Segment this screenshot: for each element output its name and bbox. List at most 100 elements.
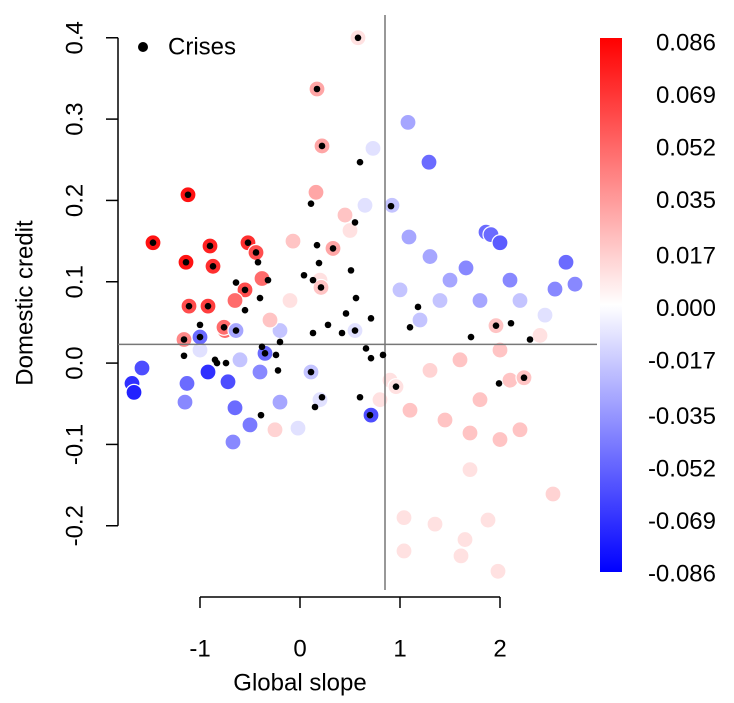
- crisis-point: [206, 242, 214, 250]
- point: [421, 361, 439, 380]
- point: [219, 373, 237, 391]
- crisis-point: [318, 142, 326, 150]
- crisis-point: [232, 327, 240, 334]
- point: [452, 547, 470, 565]
- colorbar-tick-label: 0.000: [656, 295, 716, 322]
- crisis-point: [307, 200, 315, 207]
- point: [336, 206, 354, 224]
- point: [471, 391, 489, 409]
- colorbar-tick-label: -0.035: [648, 403, 716, 430]
- crisis-point: [317, 284, 325, 291]
- crisis-point: [264, 276, 272, 284]
- point: [266, 421, 284, 439]
- colorbar-tick-label: 0.069: [656, 82, 716, 109]
- crisis-point: [356, 158, 364, 166]
- crisis-point: [272, 351, 280, 359]
- point: [501, 271, 519, 289]
- y-tick-label: 0.2: [61, 184, 88, 217]
- point: [395, 542, 413, 560]
- colorbar-tick-label: -0.086: [648, 560, 716, 587]
- point: [511, 291, 529, 310]
- point: [399, 113, 417, 131]
- colorbar-tick-label: 0.035: [656, 187, 716, 214]
- x-axis-label: Global slope: [233, 669, 366, 696]
- point: [566, 275, 584, 293]
- y-tick-label: -0.2: [61, 505, 88, 546]
- crisis-point: [495, 380, 503, 387]
- point: [491, 341, 509, 359]
- crisis-point: [414, 303, 422, 311]
- crisis-point: [311, 403, 319, 411]
- crisis-point: [257, 411, 265, 419]
- point: [441, 271, 459, 289]
- crisis-point: [406, 324, 414, 331]
- crisis-point: [387, 202, 395, 210]
- point: [557, 253, 575, 271]
- crisis-point: [256, 294, 264, 302]
- crisis-point: [352, 294, 360, 302]
- crisis-point: [184, 191, 192, 199]
- crisis-point: [276, 338, 284, 346]
- legend-label: Crises: [168, 33, 236, 60]
- colorbar-tick-label: -0.052: [648, 455, 716, 482]
- point: [125, 383, 143, 401]
- crisis-point: [526, 336, 534, 343]
- x-tick-label: 2: [493, 635, 506, 662]
- point: [457, 259, 475, 277]
- point: [281, 291, 299, 310]
- crisis-point: [232, 279, 240, 286]
- crisis-point: [185, 302, 193, 310]
- crisis-point: [274, 367, 282, 374]
- crisis-point: [338, 329, 346, 337]
- crisis-point: [329, 245, 337, 252]
- crisis-point: [347, 267, 355, 274]
- crisis-point: [196, 321, 204, 329]
- crisis-point: [467, 333, 475, 341]
- crisis-point: [258, 343, 266, 351]
- crisis-point: [309, 329, 317, 337]
- crisis-point: [507, 319, 515, 327]
- colorbar-tick-label: 0.086: [656, 29, 716, 56]
- colorbar-tick-label: -0.069: [648, 508, 716, 535]
- point: [426, 515, 444, 533]
- legend-marker: [138, 42, 148, 52]
- point: [451, 351, 469, 369]
- crisis-point: [367, 354, 375, 362]
- crisis-point: [313, 241, 321, 249]
- point: [289, 419, 307, 437]
- point: [546, 280, 564, 298]
- x-tick-label: 1: [393, 635, 406, 662]
- colorbar-tick-label: 0.017: [656, 242, 716, 269]
- crisis-point: [307, 368, 315, 376]
- point: [178, 374, 196, 393]
- point: [364, 139, 382, 157]
- crisis-point: [379, 351, 387, 359]
- point: [251, 363, 269, 381]
- point: [224, 433, 242, 451]
- crisis-point: [209, 263, 217, 270]
- point: [479, 511, 497, 529]
- crisis-point: [261, 350, 269, 357]
- crisis-point: [392, 383, 400, 390]
- y-tick-label: 0.3: [61, 102, 88, 135]
- crisis-point: [220, 324, 228, 331]
- crisis-point: [149, 239, 157, 247]
- point: [531, 326, 549, 345]
- point: [395, 509, 413, 527]
- crisis-point: [315, 259, 323, 267]
- crisis-point: [213, 359, 221, 367]
- crisis-point: [222, 359, 230, 367]
- point: [471, 291, 489, 310]
- point: [501, 371, 519, 389]
- point: [199, 363, 217, 381]
- crisis-point: [520, 374, 528, 382]
- crisis-point: [324, 321, 332, 329]
- crisis-point: [252, 249, 260, 256]
- crisis-point: [241, 286, 249, 294]
- point: [491, 234, 509, 252]
- crisis-point: [367, 315, 375, 322]
- crisis-point: [300, 271, 308, 279]
- point: [356, 196, 374, 214]
- crisis-point: [254, 258, 262, 266]
- point: [341, 221, 359, 240]
